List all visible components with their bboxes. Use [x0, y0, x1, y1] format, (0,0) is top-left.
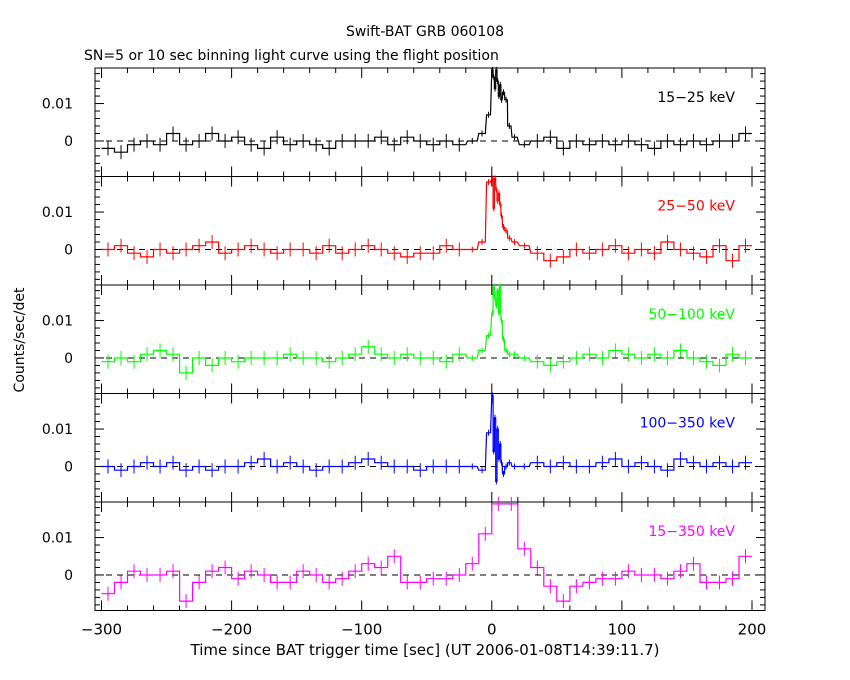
y-axis-label: Counts/sec/det	[12, 287, 28, 392]
panel-4: 0 0.01 100−350 keV	[42, 392, 766, 503]
band-label: 15−350 keV	[648, 524, 735, 540]
band-label: 25−50 keV	[657, 199, 735, 215]
panel-frame	[94, 284, 766, 394]
y-tick-label: 0	[64, 242, 73, 258]
x-tick-label: −100	[341, 621, 382, 639]
x-axis-label: Time since BAT trigger time [sec] (UT 20…	[190, 641, 660, 659]
x-tick-label: 200	[738, 621, 767, 639]
x-tick-label: −200	[211, 621, 252, 639]
x-tick-label: −300	[81, 621, 122, 639]
panel-2: 0 0.01 25−50 keV	[42, 175, 766, 286]
chart-subtitle: SN=5 or 10 sec binning light curve using…	[84, 48, 499, 64]
panel-frame	[94, 176, 766, 286]
y-tick-label: 0	[64, 568, 73, 584]
y-tick-label: 0.01	[42, 314, 73, 330]
x-tick-label: 0	[487, 621, 497, 639]
panel-1: 0 0.01 15−25 keV	[42, 66, 766, 177]
x-tick-label: 100	[608, 621, 637, 639]
panel-frame	[94, 67, 766, 177]
y-tick-label: 0	[64, 134, 73, 150]
y-tick-label: 0.01	[42, 531, 73, 547]
y-tick-label: 0	[64, 459, 73, 475]
y-tick-label: 0.01	[42, 97, 73, 113]
band-label: 15−25 keV	[657, 90, 735, 106]
y-tick-label: 0	[64, 351, 73, 367]
band-label: 50−100 keV	[648, 307, 735, 323]
panel-frame	[94, 501, 766, 611]
band-label: 100−350 keV	[640, 416, 736, 432]
light-curve-1	[101, 69, 752, 153]
y-tick-label: 0.01	[42, 422, 73, 438]
panel-3: 0 0.01 50−100 keV	[42, 283, 766, 394]
light-curve-2	[101, 177, 752, 262]
y-tick-label: 0.01	[42, 205, 73, 221]
panel-frame	[94, 393, 766, 503]
chart-title: Swift-BAT GRB 060108	[346, 24, 504, 40]
panel-5: 0 0.01 15−350 keV	[42, 496, 766, 611]
